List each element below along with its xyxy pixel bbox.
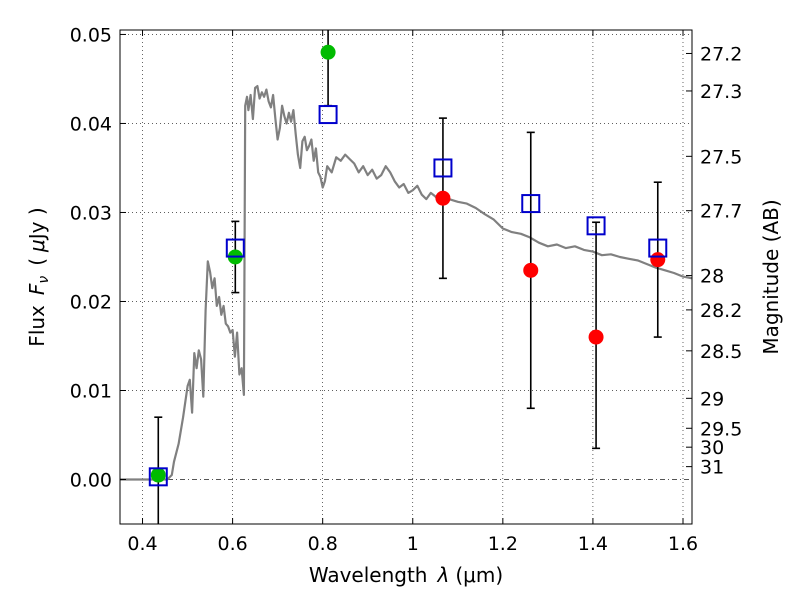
x-tick-label: 0.8 <box>308 533 338 555</box>
y2-tick-label: 27.5 <box>700 146 742 168</box>
x-tick-label: 1.6 <box>668 533 698 555</box>
x-tick-label: 1 <box>407 533 419 555</box>
red-data-point <box>588 329 604 345</box>
y-tick-label: 0.04 <box>70 113 112 135</box>
model-spectrum-line <box>120 84 692 481</box>
y2-tick-label: 28 <box>700 266 724 288</box>
y2-tick-label: 28.2 <box>700 300 742 322</box>
y2-axis-title: Magnitude (AB) <box>759 199 783 354</box>
y-tick-label: 0.01 <box>70 380 112 402</box>
y2-tick-label: 27.7 <box>700 201 742 223</box>
y2-tick-label: 29 <box>700 388 724 410</box>
model-photometry-square <box>433 158 453 178</box>
y2-tick-label: 31 <box>700 457 724 479</box>
model-photometry-square <box>586 216 606 236</box>
y-axis-title: FluxFν(μJy ) <box>25 207 52 346</box>
y2-tick-label: 28.5 <box>700 341 742 363</box>
x-tick-label: 1.2 <box>488 533 518 555</box>
model-photometry-square <box>225 238 245 258</box>
y2-tick-label: 27.2 <box>700 43 742 65</box>
green-data-point <box>320 44 336 60</box>
y2-tick-label: 29.5 <box>700 418 742 440</box>
y-tick-label: 0.03 <box>70 202 112 224</box>
green-data-point <box>150 467 166 483</box>
model-photometry-square <box>148 467 168 487</box>
red-data-point <box>523 262 539 278</box>
axes: 0.4 0.6 0.8 1 1.2 1.4 1.6 0.00 0.01 0.02 0.03 0.04 0… <box>70 24 743 555</box>
plot-area <box>120 30 692 524</box>
grid <box>120 30 692 524</box>
model-photometry-square <box>648 238 668 258</box>
y-tick-label: 0.00 <box>70 469 112 491</box>
y-tick-label: 0.02 <box>70 291 112 313</box>
red-data-point <box>650 252 666 268</box>
x-tick-label: 0.6 <box>217 533 247 555</box>
y2-tick-label: 30 <box>700 437 724 459</box>
y2-tick-label: 27.3 <box>700 81 742 103</box>
plot-frame <box>119 29 693 525</box>
red-data-point <box>435 190 451 206</box>
model-photometry-square <box>318 105 338 125</box>
y-tick-label: 0.05 <box>70 24 112 46</box>
x-axis-title: Wavelength λ (μm) <box>309 563 503 587</box>
model-photometry-square <box>521 194 541 214</box>
x-tick-label: 0.4 <box>127 533 157 555</box>
x-tick-label: 1.4 <box>578 533 608 555</box>
